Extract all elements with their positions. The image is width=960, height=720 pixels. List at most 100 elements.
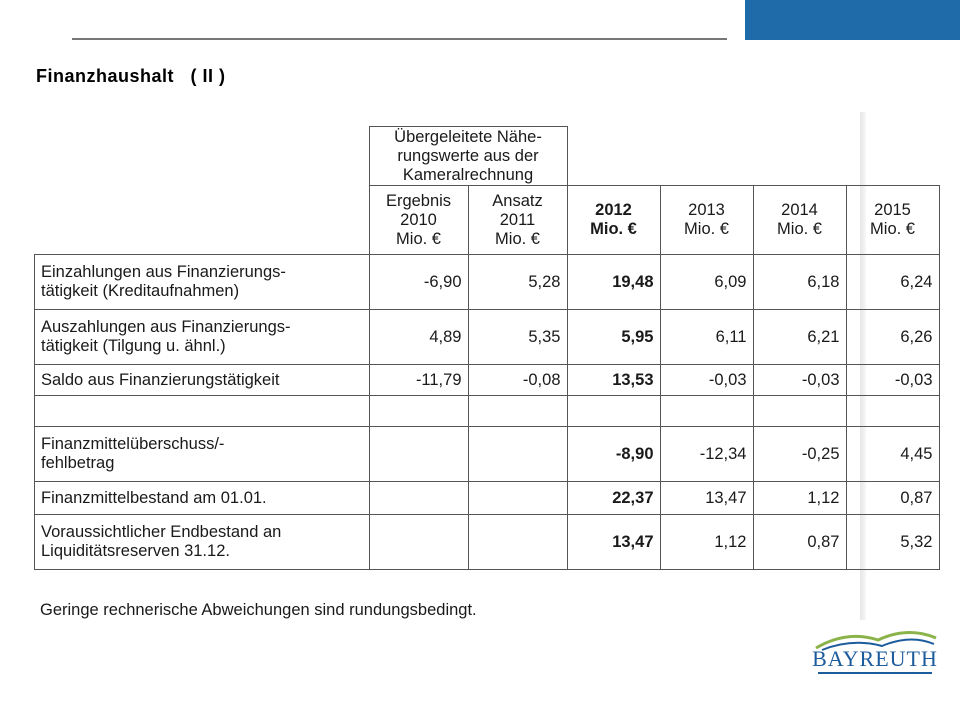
row-label-line: fehlbetrag <box>41 454 115 472</box>
column-header: Ergebnis 2010 Mio. € <box>368 185 469 255</box>
bayreuth-logo: BAYREUTH <box>812 624 938 680</box>
empty-header-space <box>567 127 939 186</box>
row-label: Auszahlungen aus Finanzierungs-tätigkeit… <box>34 309 370 365</box>
row-label: Einzahlungen aus Finanzierungs-tätigkeit… <box>34 254 370 310</box>
value-cell: 4,89 <box>368 309 469 365</box>
row-label-line: Auszahlungen aus Finanzierungs- <box>41 318 291 336</box>
column-header-line: Mio. € <box>590 220 637 238</box>
column-header: 2012 Mio. € <box>566 185 661 255</box>
value-cell: 13,47 <box>566 514 661 570</box>
column-header-line: 2012 <box>595 201 632 219</box>
table-row: Einzahlungen aus Finanzierungs-tätigkeit… <box>34 254 940 310</box>
row-label-line: tätigkeit (Tilgung u. ähnl.) <box>41 337 226 355</box>
value-cell: 6,18 <box>752 254 847 310</box>
logo-underline <box>818 672 932 674</box>
row-label-line: tätigkeit (Kreditaufnahmen) <box>41 282 240 300</box>
value-cell: 13,47 <box>659 481 754 515</box>
column-header-line: 2013 <box>688 201 725 219</box>
value-cell <box>566 395 661 427</box>
value-cell: 4,45 <box>845 426 940 482</box>
table-group-header-row: Übergeleitete Nähe-rungswerte aus der Kam… <box>35 126 940 186</box>
row-label: Finanzmittelbestand am 01.01. <box>34 481 370 515</box>
value-cell <box>368 395 469 427</box>
value-cell: 6,21 <box>752 309 847 365</box>
row-label <box>34 395 370 427</box>
value-cell: 1,12 <box>752 481 847 515</box>
group-header-line: Übergeleitete Nähe- <box>394 127 542 146</box>
value-cell <box>368 514 469 570</box>
column-header-line: Mio. € <box>870 220 915 238</box>
value-cell: -0,03 <box>752 364 847 396</box>
value-cell: -8,90 <box>566 426 661 482</box>
column-header-line: Mio. € <box>396 229 441 248</box>
table-row: Finanzmittelüberschuss/- fehlbetrag -8,90-… <box>34 426 940 482</box>
value-cell: 5,95 <box>566 309 661 365</box>
value-cell: 5,28 <box>467 254 568 310</box>
column-header-line: 2010 <box>400 210 437 229</box>
table-column-header-row: Ergebnis 2010 Mio. € Ansatz 2011 Mio. €2012 Mi… <box>35 185 940 255</box>
value-cell: 6,11 <box>659 309 754 365</box>
row-label: Saldo aus Finanzierungstätigkeit <box>34 364 370 396</box>
value-cell <box>467 481 568 515</box>
group-header-line: Kameralrechnung <box>402 165 534 184</box>
value-cell: -0,03 <box>659 364 754 396</box>
logo-hills-icon <box>815 631 937 651</box>
value-cell <box>368 481 469 515</box>
value-cell: 5,32 <box>845 514 940 570</box>
row-label-line: Finanzmittelüberschuss/- <box>41 435 225 453</box>
empty-corner <box>35 127 370 186</box>
value-cell <box>368 426 469 482</box>
row-label-line: Einzahlungen aus Finanzierungs- <box>41 263 286 281</box>
slide-title: Finanzhaushalt ( II ) <box>36 66 226 86</box>
column-header-line: Ansatz <box>492 191 543 210</box>
table-row: Saldo aus Finanzierungstätigkeit -11,79 -0… <box>34 364 940 396</box>
value-cell: -0,25 <box>752 426 847 482</box>
value-cell: 19,48 <box>566 254 661 310</box>
group-header-cell: Übergeleitete Nähe-rungswerte aus der Kam… <box>368 126 568 186</box>
value-cell: 0,87 <box>752 514 847 570</box>
value-cell: -11,79 <box>368 364 469 396</box>
value-cell <box>467 395 568 427</box>
row-label-line: Finanzmittelbestand am 01.01. <box>41 488 267 507</box>
value-cell: 6,26 <box>845 309 940 365</box>
empty-corner-lower <box>35 186 370 255</box>
value-cell <box>659 395 754 427</box>
value-cell: 22,37 <box>566 481 661 515</box>
column-header: 2014 Mio. € <box>752 185 847 255</box>
footnote: Geringe rechnerische Abweichungen sind r… <box>40 601 477 619</box>
value-cell: -0,08 <box>467 364 568 396</box>
column-header: 2013 Mio. € <box>659 185 754 255</box>
column-header-line: 2011 <box>499 210 536 229</box>
value-cell: 13,53 <box>566 364 661 396</box>
column-header-line: Mio. € <box>495 229 540 248</box>
value-cell <box>467 426 568 482</box>
header-divider <box>72 38 727 40</box>
table-row: Finanzmittelbestand am 01.01. 22,37 13,47 1… <box>34 481 940 515</box>
value-cell: -6,90 <box>368 254 469 310</box>
row-label: Voraussichtlicher Endbestand an Liquiditä… <box>34 514 370 570</box>
value-cell: 1,12 <box>659 514 754 570</box>
column-header-line: Mio. € <box>777 220 822 238</box>
table-row <box>34 395 940 427</box>
row-label: Finanzmittelüberschuss/- fehlbetrag <box>34 426 370 482</box>
column-header-line: Mio. € <box>684 220 729 238</box>
group-header-line: rungswerte aus der <box>397 146 539 165</box>
column-header-line: 2015 <box>874 201 911 219</box>
finance-table: Übergeleitete Nähe-rungswerte aus der Kam… <box>34 126 940 570</box>
table-row: Voraussichtlicher Endbestand an Liquiditä… <box>34 514 940 570</box>
value-cell: -12,34 <box>659 426 754 482</box>
value-cell: 6,24 <box>845 254 940 310</box>
value-cell <box>467 514 568 570</box>
column-header-line: 2014 <box>781 201 818 219</box>
table-row: Auszahlungen aus Finanzierungs-tätigkeit… <box>34 309 940 365</box>
value-cell: 0,87 <box>845 481 940 515</box>
value-cell <box>845 395 940 427</box>
column-header-line: Ergebnis <box>385 191 452 210</box>
value-cell <box>752 395 847 427</box>
logo-text: BAYREUTH <box>812 646 938 671</box>
row-label-line: Liquiditätsreserven 31.12. <box>41 542 230 560</box>
row-label-line: Saldo aus Finanzierungstätigkeit <box>41 370 280 389</box>
value-cell: 6,09 <box>659 254 754 310</box>
header-accent-bar <box>745 0 960 40</box>
column-header: Ansatz 2011 Mio. € <box>467 185 568 255</box>
